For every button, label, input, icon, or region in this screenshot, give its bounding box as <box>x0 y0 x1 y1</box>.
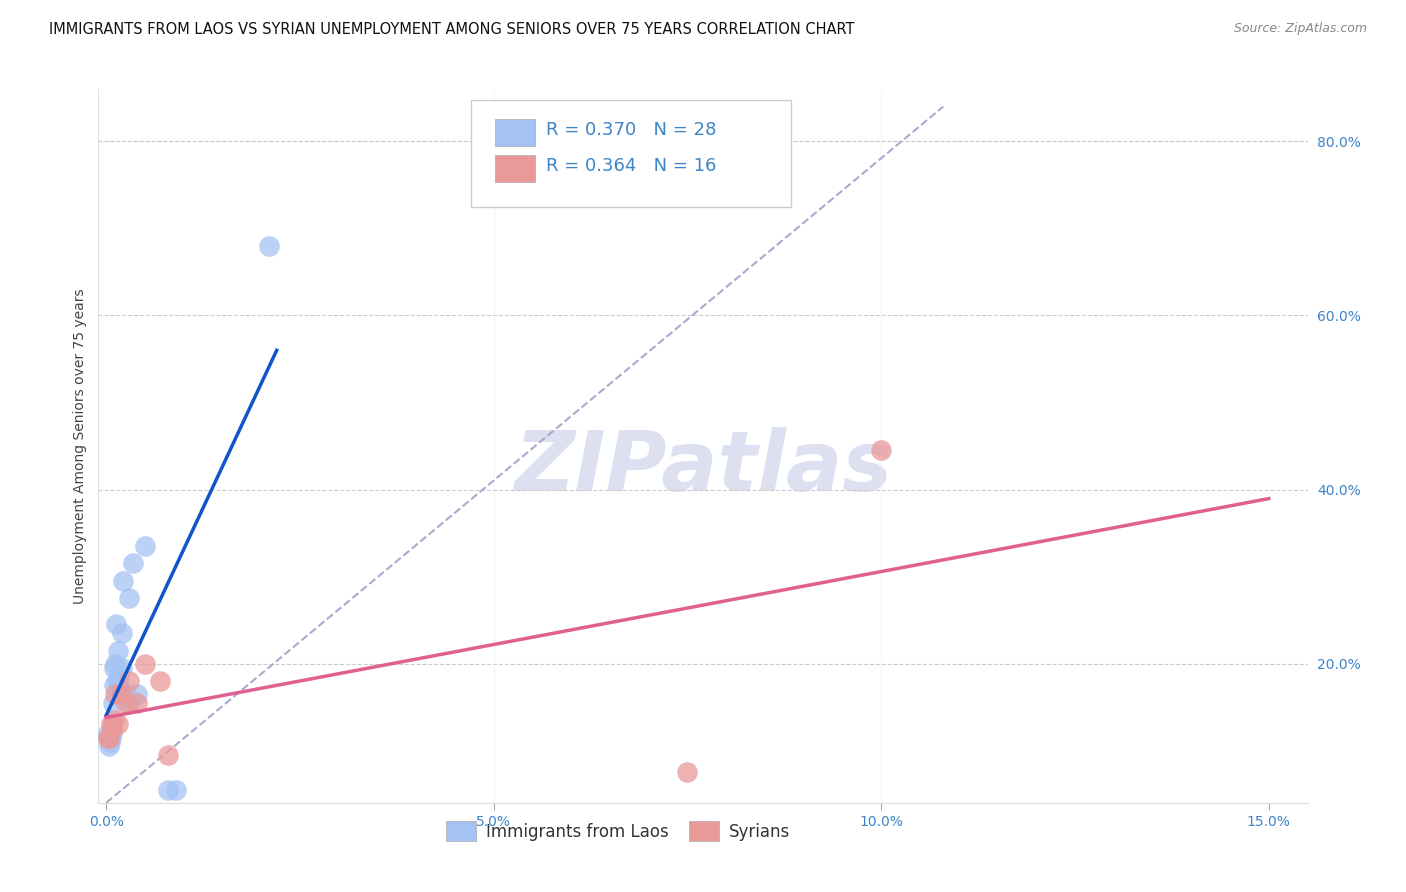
Point <box>157 782 180 797</box>
Point <box>97 731 120 745</box>
Point <box>122 557 145 571</box>
Point <box>111 626 134 640</box>
Point <box>104 657 127 671</box>
Point <box>127 687 149 701</box>
Text: R = 0.370   N = 28: R = 0.370 N = 28 <box>546 121 716 139</box>
Point <box>870 443 893 458</box>
Point <box>127 696 149 710</box>
Point <box>257 239 280 253</box>
FancyBboxPatch shape <box>495 155 534 182</box>
Point <box>118 696 141 710</box>
Text: IMMIGRANTS FROM LAOS VS SYRIAN UNEMPLOYMENT AMONG SENIORS OVER 75 YEARS CORRELAT: IMMIGRANTS FROM LAOS VS SYRIAN UNEMPLOYM… <box>49 22 855 37</box>
Point <box>134 657 156 671</box>
Point <box>103 661 125 675</box>
Point <box>98 739 121 754</box>
Text: R = 0.364   N = 16: R = 0.364 N = 16 <box>546 157 716 175</box>
Point <box>157 747 180 762</box>
Point <box>103 713 125 727</box>
Point <box>100 717 122 731</box>
Point <box>118 673 141 688</box>
Text: Source: ZipAtlas.com: Source: ZipAtlas.com <box>1233 22 1367 36</box>
Point <box>100 717 122 731</box>
Point <box>149 673 172 688</box>
Point <box>165 782 187 797</box>
FancyBboxPatch shape <box>471 100 792 207</box>
Point <box>101 726 124 740</box>
Point <box>98 731 121 745</box>
Legend: Immigrants from Laos, Syrians: Immigrants from Laos, Syrians <box>440 814 797 848</box>
Point <box>107 717 129 731</box>
Point <box>107 643 129 657</box>
Point <box>97 726 120 740</box>
Point <box>97 731 120 745</box>
Point <box>114 687 136 701</box>
Point <box>107 678 129 692</box>
FancyBboxPatch shape <box>495 120 534 146</box>
Point <box>105 617 128 632</box>
Point <box>105 673 128 688</box>
Point <box>101 696 124 710</box>
Point <box>118 591 141 606</box>
Point <box>111 687 134 701</box>
Point <box>112 574 135 588</box>
Point <box>134 539 156 553</box>
Point <box>676 765 699 780</box>
Text: ZIPatlas: ZIPatlas <box>515 427 891 508</box>
Point <box>114 696 136 710</box>
Point <box>108 670 131 684</box>
Point <box>98 735 121 749</box>
Point <box>103 678 125 692</box>
Point <box>101 722 124 736</box>
Point <box>100 731 122 745</box>
Point <box>111 661 134 675</box>
Y-axis label: Unemployment Among Seniors over 75 years: Unemployment Among Seniors over 75 years <box>73 288 87 604</box>
Point <box>104 687 127 701</box>
